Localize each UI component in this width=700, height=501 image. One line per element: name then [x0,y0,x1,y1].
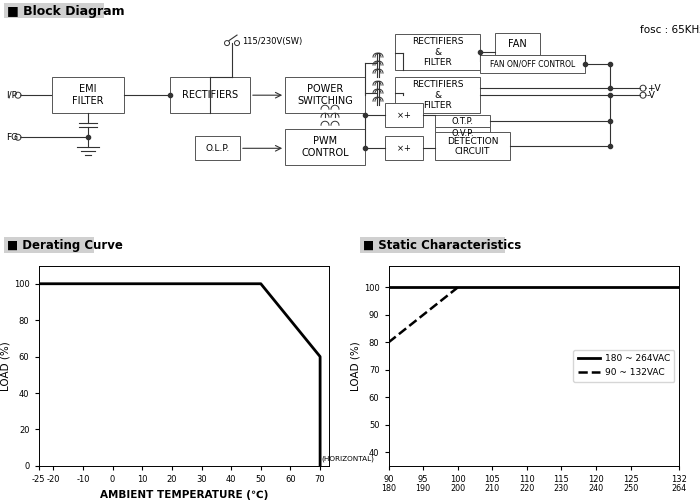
X-axis label: AMBIENT TEMPERATURE (℃): AMBIENT TEMPERATURE (℃) [99,489,268,499]
Bar [435,127,490,139]
Text: O.T.P.: O.T.P. [452,117,473,126]
Text: FAN: FAN [508,39,527,49]
90 ~ 132VAC [384,339,393,345]
Text: +V: +V [647,84,661,93]
Bar [395,77,480,113]
Text: 240: 240 [589,484,603,493]
Text: 115/230V(SW): 115/230V(SW) [242,37,302,46]
Text: 220: 220 [519,484,535,493]
Text: 180: 180 [381,484,396,493]
Bar [360,237,505,253]
Bar [4,3,104,18]
Text: (HORIZONTAL): (HORIZONTAL) [321,456,374,462]
Text: $\times$+: $\times$+ [396,110,412,120]
Text: 250: 250 [623,484,638,493]
Text: -V: -V [647,91,656,100]
Text: RECTIFIERS: RECTIFIERS [182,90,238,100]
Text: PWM
CONTROL: PWM CONTROL [301,136,349,158]
Text: 210: 210 [484,484,500,493]
Bar [385,136,423,160]
Text: 230: 230 [554,484,569,493]
Bar [495,33,540,55]
Text: POWER
SWITCHING: POWER SWITCHING [297,84,353,106]
Bar [385,103,423,127]
Text: ■ Derating Curve: ■ Derating Curve [7,239,123,252]
Text: I/P: I/P [6,91,17,100]
Y-axis label: LOAD (%): LOAD (%) [351,341,361,391]
Text: 200: 200 [450,484,466,493]
Legend: 180 ~ 264VAC, 90 ~ 132VAC: 180 ~ 264VAC, 90 ~ 132VAC [573,350,675,381]
Bar [285,77,365,113]
Bar [195,136,240,160]
Text: FAN ON/OFF CONTROL: FAN ON/OFF CONTROL [490,60,575,69]
Text: RECTIFIERS
&
FILTER: RECTIFIERS & FILTER [412,37,463,67]
Text: DETECTION
CIRCUIT: DETECTION CIRCUIT [447,137,498,156]
Text: RECTIFIERS
&
FILTER: RECTIFIERS & FILTER [412,80,463,110]
Text: ■ Static Characteristics: ■ Static Characteristics [363,239,522,252]
Y-axis label: LOAD (%): LOAD (%) [1,341,11,391]
Bar [480,55,585,73]
Text: ■ Block Diagram: ■ Block Diagram [7,5,125,18]
Text: FG: FG [6,133,18,142]
Text: 190: 190 [416,484,430,493]
Bar [52,77,124,113]
Bar [170,77,250,113]
Text: 264: 264 [671,484,687,493]
Bar [435,132,510,160]
Text: fosc : 65KHz: fosc : 65KHz [640,25,700,35]
Bar [285,129,365,165]
Line: 90 ~ 132VAC: 90 ~ 132VAC [389,288,458,342]
Text: $\times$+: $\times$+ [396,143,412,153]
Bar [4,237,94,253]
Text: O.L.P.: O.L.P. [205,144,230,153]
Text: EMI
FILTER: EMI FILTER [72,84,104,106]
Text: O.V.P.: O.V.P. [452,129,474,138]
90 ~ 132VAC [454,285,462,291]
Bar [435,115,490,127]
Bar [395,34,480,70]
